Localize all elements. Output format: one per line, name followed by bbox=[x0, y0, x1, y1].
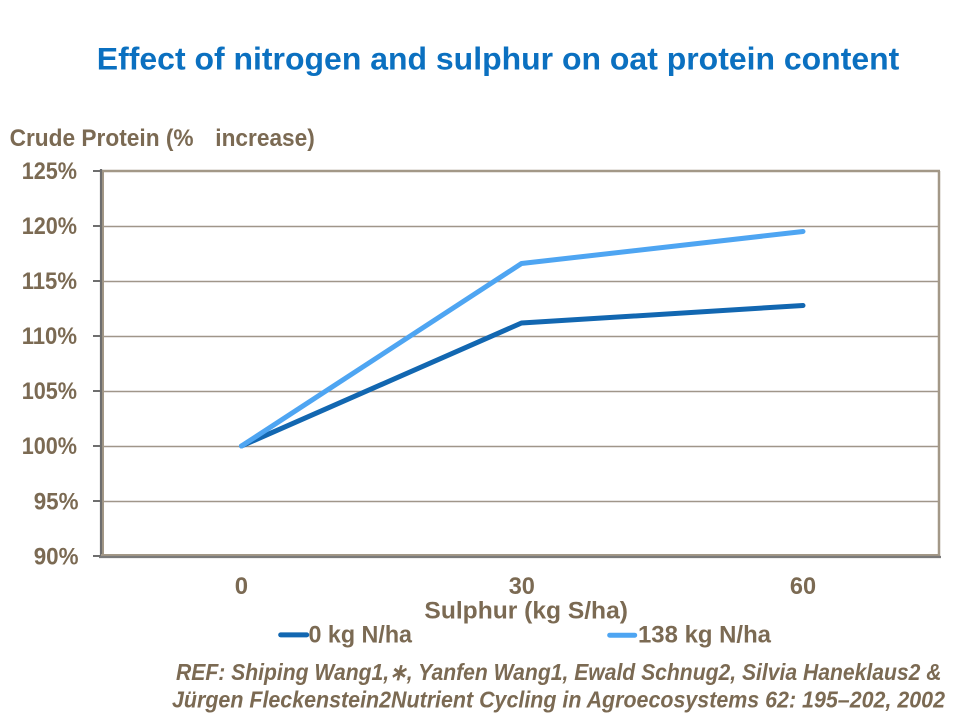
svg-text:Crude Protein (%: Crude Protein (% bbox=[10, 125, 194, 152]
svg-text:Jürgen Fleckenstein2Nutrient C: Jürgen Fleckenstein2Nutrient Cycling in … bbox=[172, 687, 945, 713]
svg-text:60: 60 bbox=[790, 573, 816, 600]
svg-text:increase): increase) bbox=[215, 125, 314, 152]
svg-text:0 kg N/ha: 0 kg N/ha bbox=[309, 622, 413, 649]
svg-text:100%: 100% bbox=[22, 433, 77, 460]
svg-text:105%: 105% bbox=[22, 378, 77, 405]
svg-text:Sulphur (kg S/ha): Sulphur (kg S/ha) bbox=[424, 598, 628, 625]
svg-text:125%: 125% bbox=[22, 158, 77, 185]
svg-text:95%: 95% bbox=[34, 489, 79, 516]
svg-text:REF: Shiping Wang1,∗, Yanfen W: REF: Shiping Wang1,∗, Yanfen Wang1, Ewal… bbox=[176, 659, 942, 685]
svg-text:138 kg N/ha: 138 kg N/ha bbox=[638, 622, 772, 649]
svg-text:Effect of nitrogen and sulphur: Effect of nitrogen and sulphur on oat pr… bbox=[97, 40, 900, 76]
svg-text:30: 30 bbox=[509, 573, 535, 600]
svg-text:115%: 115% bbox=[22, 268, 77, 295]
svg-text:90%: 90% bbox=[34, 544, 79, 571]
svg-text:0: 0 bbox=[235, 573, 248, 600]
svg-text:120%: 120% bbox=[22, 213, 77, 240]
svg-text:110%: 110% bbox=[22, 323, 77, 350]
